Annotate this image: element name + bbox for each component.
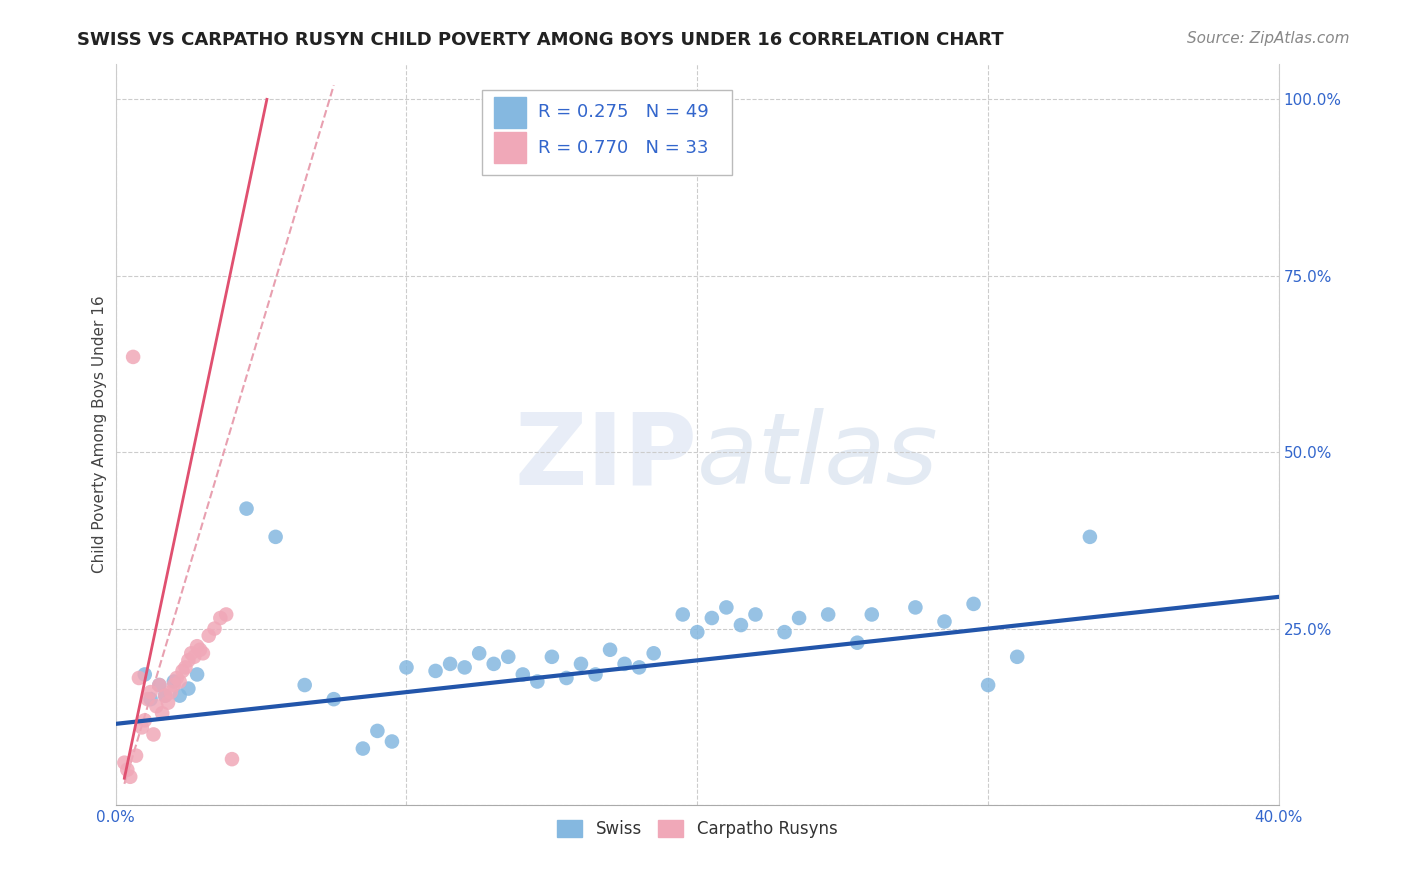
Legend: Swiss, Carpatho Rusyns: Swiss, Carpatho Rusyns bbox=[551, 814, 844, 845]
Point bbox=[174, 660, 197, 674]
Point bbox=[962, 597, 984, 611]
Point bbox=[209, 611, 232, 625]
Text: ZIP: ZIP bbox=[515, 409, 697, 505]
Text: SWISS VS CARPATHO RUSYN CHILD POVERTY AMONG BOYS UNDER 16 CORRELATION CHART: SWISS VS CARPATHO RUSYN CHILD POVERTY AM… bbox=[77, 31, 1004, 49]
Point bbox=[191, 646, 214, 660]
Point bbox=[425, 664, 447, 678]
Point bbox=[787, 611, 810, 625]
Point bbox=[585, 667, 607, 681]
Point bbox=[139, 692, 162, 706]
Point bbox=[468, 646, 491, 660]
Point bbox=[177, 681, 200, 696]
Point bbox=[1078, 530, 1101, 544]
Point bbox=[134, 714, 156, 728]
Y-axis label: Child Poverty Among Boys Under 16: Child Poverty Among Boys Under 16 bbox=[93, 296, 107, 574]
Point bbox=[934, 615, 956, 629]
Point bbox=[628, 660, 651, 674]
Point bbox=[125, 748, 148, 763]
Point bbox=[183, 649, 205, 664]
Point bbox=[148, 678, 170, 692]
Point bbox=[160, 685, 183, 699]
Point bbox=[322, 692, 344, 706]
Point bbox=[395, 660, 418, 674]
Point bbox=[215, 607, 238, 622]
Point bbox=[204, 622, 226, 636]
Text: R = 0.770   N = 33: R = 0.770 N = 33 bbox=[538, 139, 709, 157]
Point bbox=[366, 723, 388, 738]
Point bbox=[122, 350, 145, 364]
Point bbox=[860, 607, 883, 622]
Point bbox=[136, 692, 159, 706]
Point bbox=[221, 752, 243, 766]
Point bbox=[163, 674, 186, 689]
Point bbox=[177, 653, 200, 667]
Point bbox=[643, 646, 665, 660]
Point bbox=[169, 674, 191, 689]
Point bbox=[169, 689, 191, 703]
Point bbox=[166, 671, 188, 685]
Point bbox=[599, 642, 621, 657]
Point bbox=[139, 685, 162, 699]
Point bbox=[186, 639, 208, 653]
Point bbox=[672, 607, 695, 622]
Point bbox=[142, 727, 165, 741]
Point bbox=[977, 678, 1000, 692]
Point bbox=[613, 657, 636, 671]
Point bbox=[156, 696, 179, 710]
Point bbox=[439, 657, 461, 671]
Point bbox=[148, 678, 170, 692]
Point bbox=[153, 689, 176, 703]
Point bbox=[134, 667, 156, 681]
Point bbox=[150, 706, 173, 721]
Point bbox=[569, 657, 592, 671]
Point bbox=[730, 618, 752, 632]
Point bbox=[744, 607, 766, 622]
Bar bbox=[494, 132, 526, 163]
Text: R = 0.275   N = 49: R = 0.275 N = 49 bbox=[538, 103, 709, 121]
Point bbox=[512, 667, 534, 681]
Point bbox=[686, 625, 709, 640]
Point bbox=[1005, 649, 1028, 664]
Point bbox=[700, 611, 723, 625]
Point bbox=[453, 660, 475, 674]
Point bbox=[186, 667, 208, 681]
Point bbox=[235, 501, 257, 516]
Point bbox=[294, 678, 316, 692]
Point bbox=[197, 629, 219, 643]
Point bbox=[131, 720, 153, 734]
Point bbox=[128, 671, 150, 685]
Point bbox=[555, 671, 578, 685]
Point bbox=[264, 530, 287, 544]
Bar bbox=[494, 96, 526, 128]
Point bbox=[117, 763, 139, 777]
Point bbox=[163, 678, 186, 692]
Point bbox=[773, 625, 796, 640]
Point bbox=[180, 646, 202, 660]
Point bbox=[145, 699, 167, 714]
Point bbox=[846, 636, 869, 650]
Point bbox=[526, 674, 548, 689]
Text: atlas: atlas bbox=[697, 409, 939, 505]
Point bbox=[541, 649, 564, 664]
Point bbox=[716, 600, 738, 615]
FancyBboxPatch shape bbox=[482, 90, 733, 175]
Point bbox=[482, 657, 505, 671]
Point bbox=[381, 734, 404, 748]
Point bbox=[172, 664, 194, 678]
Point bbox=[352, 741, 374, 756]
Point bbox=[112, 756, 135, 770]
Point bbox=[496, 649, 519, 664]
Text: Source: ZipAtlas.com: Source: ZipAtlas.com bbox=[1187, 31, 1350, 46]
Point bbox=[904, 600, 927, 615]
Point bbox=[188, 642, 211, 657]
Point bbox=[817, 607, 839, 622]
Point bbox=[120, 770, 142, 784]
Point bbox=[153, 689, 176, 703]
